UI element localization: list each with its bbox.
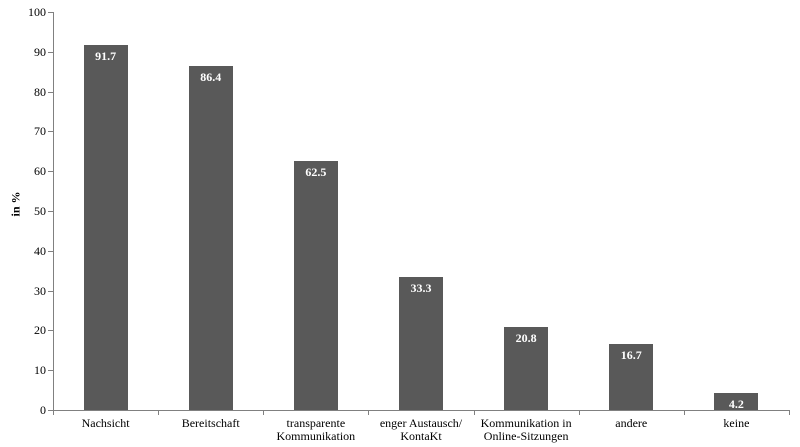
y-tick-label: 10 [34, 363, 46, 378]
bar: 91.7 [83, 45, 128, 410]
y-tick-label: 0 [40, 403, 46, 417]
y-tick-mark [48, 131, 53, 133]
y-tick-mark [48, 51, 53, 53]
y-tick-mark [48, 250, 53, 252]
y-tick-mark [48, 171, 53, 173]
y-tick-label: 70 [34, 124, 46, 139]
bar-value-label: 86.4 [200, 70, 222, 85]
y-tick-label: 60 [34, 164, 46, 179]
bar-value-label: 33.3 [410, 281, 432, 296]
category-label: Bereitschaft [181, 416, 240, 430]
category-label: enger Austausch/ KontaKt [379, 416, 463, 443]
y-tick-label: 80 [34, 84, 46, 99]
bar-value-label: 91.7 [95, 49, 117, 64]
bar: 4.2 [714, 393, 759, 412]
bar: 86.4 [188, 66, 233, 410]
y-tick-label: 50 [34, 204, 46, 218]
category-label: transparente Kommunikation [276, 416, 356, 443]
bar: 16.7 [609, 343, 654, 410]
x-tick-mark [683, 411, 685, 415]
category-label: Nachsicht [81, 416, 130, 430]
bar: 33.3 [399, 277, 443, 410]
x-tick-mark [578, 411, 580, 415]
y-tick-mark [48, 410, 53, 411]
category-label: andere [615, 416, 648, 430]
y-tick-label: 100 [28, 5, 46, 19]
y-tick-label: 40 [34, 243, 46, 258]
x-tick-mark [789, 411, 790, 415]
x-tick-mark [368, 411, 370, 415]
category-label: Kommunikation in Online-Sitzungen [480, 416, 572, 443]
y-tick-label: 90 [34, 44, 46, 59]
x-tick-mark [473, 411, 475, 415]
y-tick-mark [48, 91, 53, 93]
bar-value-label: 4.2 [728, 397, 744, 412]
y-tick-label: 20 [34, 323, 46, 338]
y-tick-mark [48, 12, 53, 13]
y-tick-mark [48, 330, 53, 332]
category-label: keine [723, 416, 750, 430]
bar: 62.5 [293, 161, 338, 410]
x-tick-mark [53, 411, 54, 415]
bar: 20.8 [504, 327, 549, 410]
y-tick-mark [48, 290, 53, 292]
y-tick-label: 30 [34, 283, 46, 298]
y-axis-line [53, 12, 54, 411]
bar-value-label: 20.8 [515, 331, 537, 346]
x-axis-line [53, 410, 790, 411]
x-tick-mark [158, 411, 160, 415]
y-tick-mark [48, 211, 53, 212]
bar-value-label: 62.5 [305, 165, 327, 180]
x-tick-mark [263, 411, 265, 415]
bar-value-label: 16.7 [620, 347, 642, 362]
y-tick-mark [48, 370, 53, 372]
